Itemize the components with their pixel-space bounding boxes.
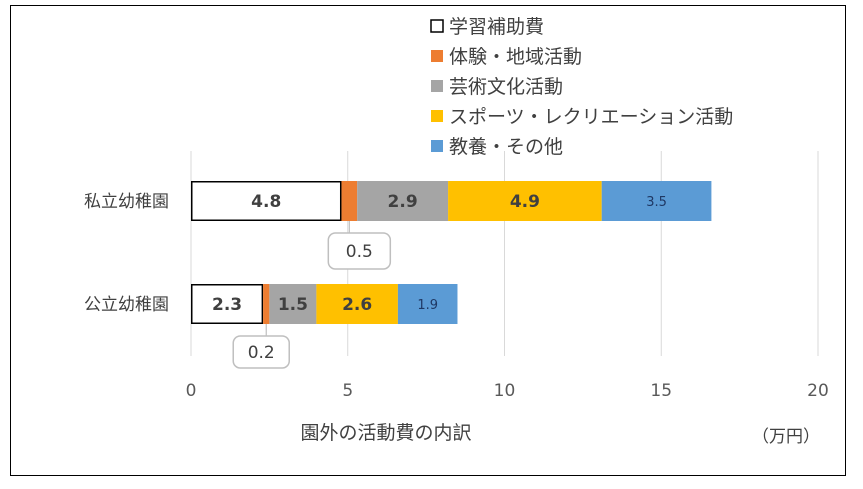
- legend-label-4: 教養・その他: [449, 136, 563, 158]
- legend-label-1: 体験・地域活動: [449, 46, 582, 68]
- legend-swatch-3: [431, 110, 443, 122]
- legend-swatch-1: [431, 50, 443, 62]
- bar-0-1: [341, 181, 358, 221]
- data-label-0-3: 4.9: [510, 192, 540, 212]
- legend-swatch-4: [431, 140, 443, 152]
- data-label-1-4: 1.9: [417, 298, 438, 313]
- callout-box-1: [232, 335, 290, 369]
- chart-frame: 0 5 10 15 20 私立幼稚園 4.8 0.5 2.9 4.9 3.5 公立幼稚園 2.3 0.2 1…: [10, 5, 846, 476]
- bar-1-3: [316, 284, 398, 324]
- chart: 0 5 10 15 20 私立幼稚園 4.8 0.5 2.9 4.9 3.5 公立幼稚園 2.3 0.2 1…: [84, 16, 829, 447]
- data-label-1-0: 2.3: [212, 295, 242, 315]
- legend-swatch-0: [430, 19, 444, 33]
- unit-label: （万円）: [752, 427, 820, 447]
- legend-label-3: スポーツ・レクリエーション活動: [449, 106, 733, 128]
- legend-label-2: 芸術文化活動: [449, 76, 563, 98]
- legend-swatch-2: [431, 80, 443, 92]
- x-axis-title: 園外の活動費の内訳: [300, 422, 471, 444]
- bar-1-1: [263, 284, 270, 324]
- callout-box-0: [327, 232, 392, 270]
- x-tick-label-15: 15: [650, 381, 672, 401]
- data-label-0-4: 3.5: [646, 195, 667, 210]
- bar-1-4: [397, 284, 458, 324]
- bar-0-0: [191, 181, 342, 221]
- bar-0-3: [448, 181, 602, 221]
- x-tick-label-0: 0: [186, 381, 197, 401]
- x-tick-label-10: 10: [494, 381, 516, 401]
- bar-1-0: [191, 284, 264, 324]
- legend-label-0: 学習補助費: [449, 16, 544, 38]
- x-tick-label-20: 20: [807, 381, 829, 401]
- x-tick-label-5: 5: [342, 381, 353, 401]
- data-label-0-0: 4.8: [251, 192, 281, 212]
- category-label-1: 公立幼稚園: [84, 295, 169, 315]
- data-label-1-3: 2.6: [342, 295, 372, 315]
- category-label-0: 私立幼稚園: [84, 192, 169, 212]
- bar-0-4: [601, 181, 712, 221]
- bar-0-2: [357, 181, 449, 221]
- data-label-1-2: 1.5: [278, 295, 308, 315]
- data-label-0-2: 2.9: [388, 192, 418, 212]
- data-label-0-1: 0.5: [346, 242, 373, 262]
- bar-1-2: [269, 284, 317, 324]
- data-label-1-1: 0.2: [248, 343, 275, 363]
